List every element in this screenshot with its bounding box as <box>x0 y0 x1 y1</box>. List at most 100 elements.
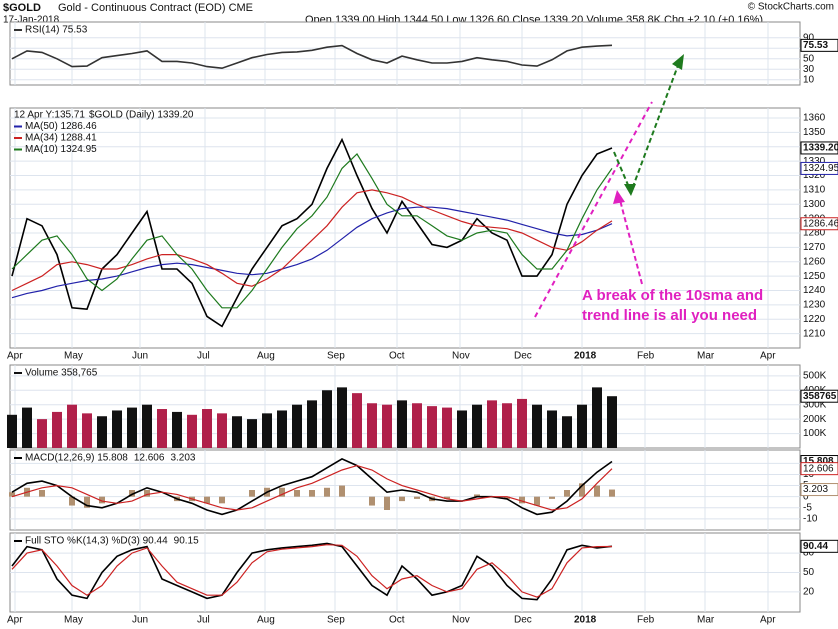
volume-bar <box>352 393 362 448</box>
month-label: Dec <box>514 615 532 626</box>
legend-entry: Volume 358,765 <box>25 368 98 379</box>
histogram-bar <box>84 496 90 508</box>
value-tag <box>800 483 838 497</box>
series-line <box>11 542 613 601</box>
volume-bar <box>532 404 542 448</box>
y-tick-label: 1220 <box>803 314 826 325</box>
y-tick-label: 500K <box>803 370 827 381</box>
histogram-bar <box>294 490 300 497</box>
volume-bar <box>37 419 47 448</box>
month-label: Dec <box>514 351 532 362</box>
volume-bar <box>187 414 197 448</box>
month-label: Apr <box>7 615 23 626</box>
month-label: Apr <box>760 615 776 626</box>
volume-bar <box>457 410 467 448</box>
histogram-bar <box>519 496 525 504</box>
volume-bar <box>142 404 152 448</box>
histogram-bar <box>399 496 405 502</box>
histogram-bar <box>324 487 330 497</box>
volume-bar <box>397 400 407 448</box>
month-label: Feb <box>637 351 655 362</box>
histogram-bar <box>549 496 555 499</box>
value-tag <box>800 217 838 231</box>
volume-bar <box>127 407 137 448</box>
y-tick-label: -10 <box>803 514 818 525</box>
legend-entry: MACD(12,26,9) 15.808 <box>25 453 128 464</box>
volume-bar <box>262 413 272 448</box>
month-label: May <box>64 351 83 362</box>
volume-bar <box>607 396 617 448</box>
series-line <box>11 464 613 511</box>
volume-bar <box>322 390 332 448</box>
value-tag-label: 15.808 <box>803 456 834 467</box>
value-tag-label: 1339.20 <box>803 143 838 154</box>
y-tick-label: 1270 <box>803 242 826 253</box>
volume-bar <box>157 409 167 448</box>
legend-entry: MA(50) 1286.46 <box>25 121 97 132</box>
month-label: Jun <box>132 615 148 626</box>
y-tick-label: 200K <box>803 414 827 425</box>
volume-bar <box>487 400 497 448</box>
legend-entry: 3.203 <box>170 453 195 464</box>
value-tag-label: 12.606 <box>803 463 834 474</box>
month-label: Apr <box>7 351 23 362</box>
date: 17-Jan-2018 <box>3 15 60 26</box>
y-tick-label: 1320 <box>803 170 826 181</box>
month-label: Nov <box>452 351 470 362</box>
y-tick-label: 1350 <box>803 127 826 138</box>
y-tick-label: 50 <box>803 53 815 64</box>
volume-bar <box>112 410 122 448</box>
histogram-bar <box>414 496 420 499</box>
panel <box>9 21 801 86</box>
series-line <box>11 44 613 70</box>
legend-entry: RSI(14) 75.53 <box>25 25 88 36</box>
annotations: A break of the 10sma and trend line is a… <box>534 54 763 324</box>
y-tick-label: 90 <box>803 32 815 43</box>
series-line <box>11 458 613 516</box>
y-tick-label: 1260 <box>803 256 826 267</box>
histogram-bar <box>99 496 105 504</box>
trend-line <box>534 101 653 318</box>
volume-bar <box>202 409 212 448</box>
histogram-bar <box>369 496 375 506</box>
volume-bar <box>292 404 302 448</box>
month-label: Apr <box>760 351 776 362</box>
legend-entry: 12.606 <box>134 453 165 464</box>
histogram-bar <box>219 496 225 504</box>
month-label: Feb <box>637 615 655 626</box>
month-label: Nov <box>452 615 470 626</box>
histogram-bar <box>69 496 75 506</box>
month-label: Mar <box>697 615 715 626</box>
volume-bar <box>502 403 512 448</box>
y-tick-label: 10 <box>803 74 815 85</box>
volume-bar <box>442 407 452 448</box>
annotation: A break of the 10sma and <box>582 287 763 304</box>
volume-bar <box>337 387 347 448</box>
tooltip: 12 Apr Y:135.71 <box>14 110 85 121</box>
histogram-bar <box>444 496 450 499</box>
value-tag <box>800 539 838 553</box>
pointer-arrow <box>619 199 643 285</box>
month-label: 2018 <box>574 615 597 626</box>
value-tag <box>800 462 838 476</box>
histogram-bar <box>474 494 480 497</box>
volume-bar <box>412 403 422 448</box>
histogram-bar <box>564 490 570 497</box>
y-tick-label: 1310 <box>803 185 826 196</box>
volume-bar <box>217 413 227 448</box>
month-label: May <box>64 615 83 626</box>
histogram-bar <box>534 496 540 506</box>
volume-bar <box>82 413 92 448</box>
legend-entry: Full STO %K(14,3) %D(3) 90.44 <box>25 536 168 547</box>
value-tag-label: 75.53 <box>803 40 828 51</box>
legend-entry: MA(34) 1288.41 <box>25 133 97 144</box>
volume-bar <box>547 410 557 448</box>
value-tag-label: 1324.95 <box>803 163 838 174</box>
y-tick-label: 1230 <box>803 300 826 311</box>
legend-entry: 90.15 <box>174 536 199 547</box>
y-tick-label: 0 <box>803 491 809 502</box>
histogram-bar <box>129 490 135 497</box>
instrument-name: Gold - Continuous Contract (EOD) CME <box>58 2 253 14</box>
histogram-bar <box>144 490 150 497</box>
y-tick-label: 20 <box>803 587 815 598</box>
